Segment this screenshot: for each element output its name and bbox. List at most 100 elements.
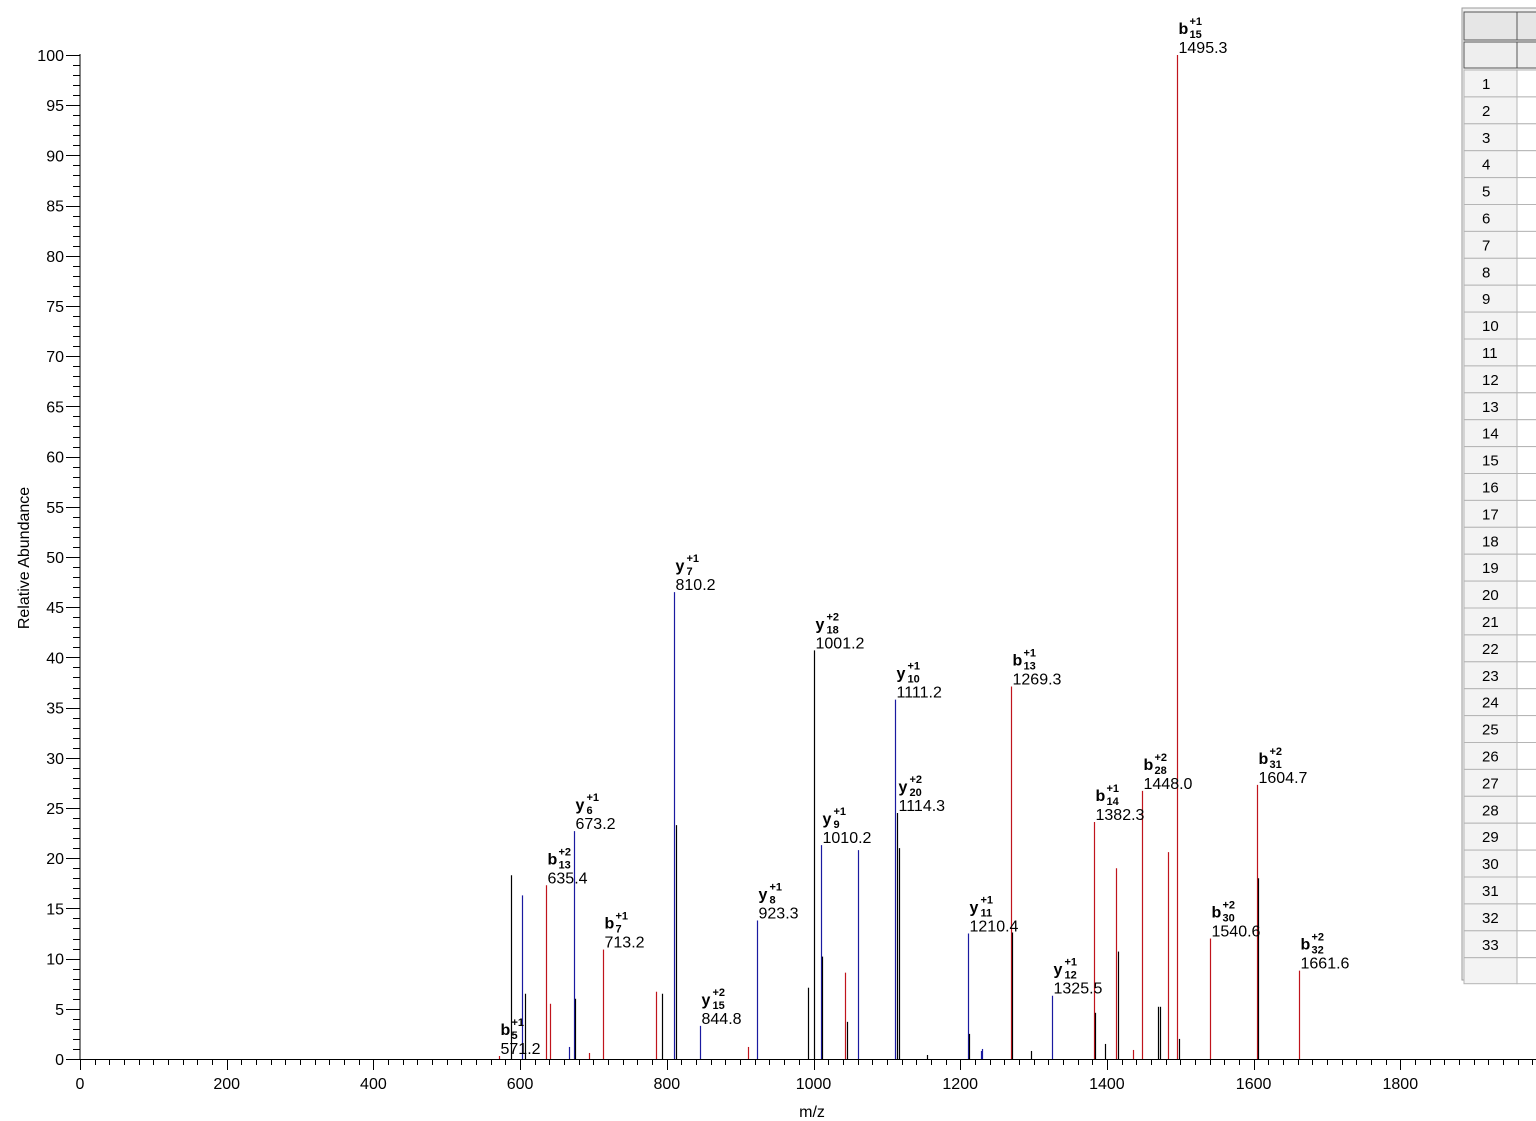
table-cell [1516, 634, 1536, 663]
x-tick-label: 0 [76, 1076, 85, 1093]
peak-mz-label: 571.2 [501, 1041, 541, 1058]
table-cell [1516, 903, 1536, 932]
table-row-number: 18 [1482, 533, 1499, 550]
table-row-number: 12 [1482, 372, 1499, 389]
table-row-number: 25 [1482, 722, 1499, 739]
table-cell [1516, 499, 1536, 528]
y-tick-label: 25 [46, 801, 64, 818]
peak-ion-number: 9 [834, 819, 840, 831]
table-cell [1516, 661, 1536, 690]
table-row-header [1463, 392, 1518, 421]
peak-mz-label: 1661.6 [1301, 956, 1350, 973]
peak-ion-label: y [823, 811, 832, 828]
table-cell [1516, 177, 1536, 206]
table-cell [1516, 338, 1536, 367]
peak-ion-number: 31 [1270, 759, 1282, 771]
y-tick-label: 75 [46, 299, 64, 316]
peak-ion-label: y [816, 616, 825, 633]
side-table: 1234567891011121314151617181920212223242… [1461, 7, 1536, 985]
peak-ion-charge: +2 [1155, 752, 1168, 764]
table-row-number: 2 [1482, 103, 1490, 120]
peak-ion-charge: +1 [687, 553, 700, 565]
peak-ion-label: y [702, 992, 711, 1009]
table-cell [1516, 446, 1536, 475]
peak-ion-charge: +2 [713, 987, 726, 999]
peak-mz-label: 1111.2 [897, 685, 942, 702]
table-row-header [1463, 957, 1518, 985]
table-row-number: 3 [1482, 130, 1490, 147]
peak-ion-number: 13 [559, 859, 571, 871]
table-cell [1516, 284, 1536, 313]
table-cell [1516, 392, 1536, 421]
peak-ion-label: b [1144, 757, 1154, 774]
table-row-header [1463, 96, 1518, 125]
x-axis-title: m/z [799, 1104, 825, 1121]
peak-mz-label: 1540.6 [1212, 924, 1261, 941]
table-row-header [1463, 661, 1518, 690]
table-row-header [1463, 177, 1518, 206]
x-tick-label: 1400 [1089, 1076, 1125, 1093]
table-row-number: 16 [1482, 480, 1499, 497]
peak-mz-label: 1114.3 [899, 798, 946, 815]
peak-mz-label: 713.2 [605, 935, 645, 952]
peak-ion-number: 14 [1107, 796, 1120, 808]
x-tick-label: 1000 [796, 1076, 832, 1093]
peak-ion-charge: +2 [1312, 932, 1325, 944]
x-tick-label: 1600 [1236, 1076, 1272, 1093]
peak-mz-label: 1325.5 [1054, 981, 1103, 998]
peak-mz-label: 1269.3 [1013, 672, 1062, 689]
table-row-number: 29 [1482, 829, 1499, 846]
table-row-number: 8 [1482, 264, 1490, 281]
peak-ion-number: 6 [587, 805, 593, 817]
peak-mz-label: 1495.3 [1179, 40, 1228, 57]
table-cell [1516, 419, 1536, 448]
peak-ion-charge: +1 [1107, 783, 1120, 795]
y-tick-label: 55 [46, 500, 64, 517]
table-row-header [1463, 688, 1518, 717]
y-tick-label: 85 [46, 199, 64, 216]
table-row-number: 27 [1482, 775, 1499, 792]
table-row-header [1463, 473, 1518, 501]
peak-ion-number: 13 [1024, 661, 1036, 673]
peak-ion-label: y [970, 900, 979, 917]
table-row-header [1463, 123, 1518, 152]
peak-ion-charge: +1 [512, 1017, 525, 1029]
peak-mz-label: 1604.7 [1259, 770, 1308, 787]
table-row-header [1463, 849, 1518, 878]
table-row-header [1463, 150, 1518, 179]
table-row-number: 1 [1482, 76, 1490, 93]
peak-ion-number: 30 [1223, 913, 1235, 925]
peak-mz-label: 810.2 [676, 577, 716, 594]
peak-mz-label: 635.4 [548, 870, 588, 887]
table-row-number: 10 [1482, 318, 1499, 335]
table-subheader-cell [1463, 41, 1518, 69]
peak-ion-label: y [897, 666, 906, 683]
y-tick-label: 35 [46, 701, 64, 718]
table-row-number: 23 [1482, 668, 1499, 685]
peak-ion-number: 15 [713, 1000, 725, 1012]
table-row-number: 31 [1482, 883, 1499, 900]
y-tick-label: 50 [46, 550, 64, 567]
table-row-number: 9 [1482, 291, 1490, 308]
peak-ion-number: 12 [1065, 970, 1077, 982]
peak-ion-label: b [1301, 937, 1311, 954]
peak-ion-charge: +1 [908, 661, 921, 673]
peak-ion-number: 10 [908, 674, 920, 686]
y-axis: 0 5 10 15 20 25 30 35 40 45 50 55 60 65 70 75 80 85 90 95 10… [37, 48, 81, 1069]
table-header-cell [1516, 11, 1536, 41]
table-row-header [1463, 634, 1518, 663]
peak-ion-charge: +1 [981, 895, 994, 907]
table-cell [1516, 742, 1536, 770]
table-row-number: 7 [1482, 237, 1490, 254]
y-tick-label: 65 [46, 399, 64, 416]
table-cell [1516, 822, 1536, 851]
table-row-header [1463, 257, 1518, 286]
y-tick-label: 0 [55, 1052, 64, 1069]
peak-ion-charge: +2 [1270, 746, 1283, 758]
y-axis-title: Relative Abundance [16, 487, 33, 629]
peak-ion-number: 18 [827, 624, 839, 636]
peak-ion-label: y [1054, 962, 1063, 979]
peak-ion-number: 7 [616, 924, 622, 936]
peak-ion-number: 15 [1190, 29, 1202, 41]
